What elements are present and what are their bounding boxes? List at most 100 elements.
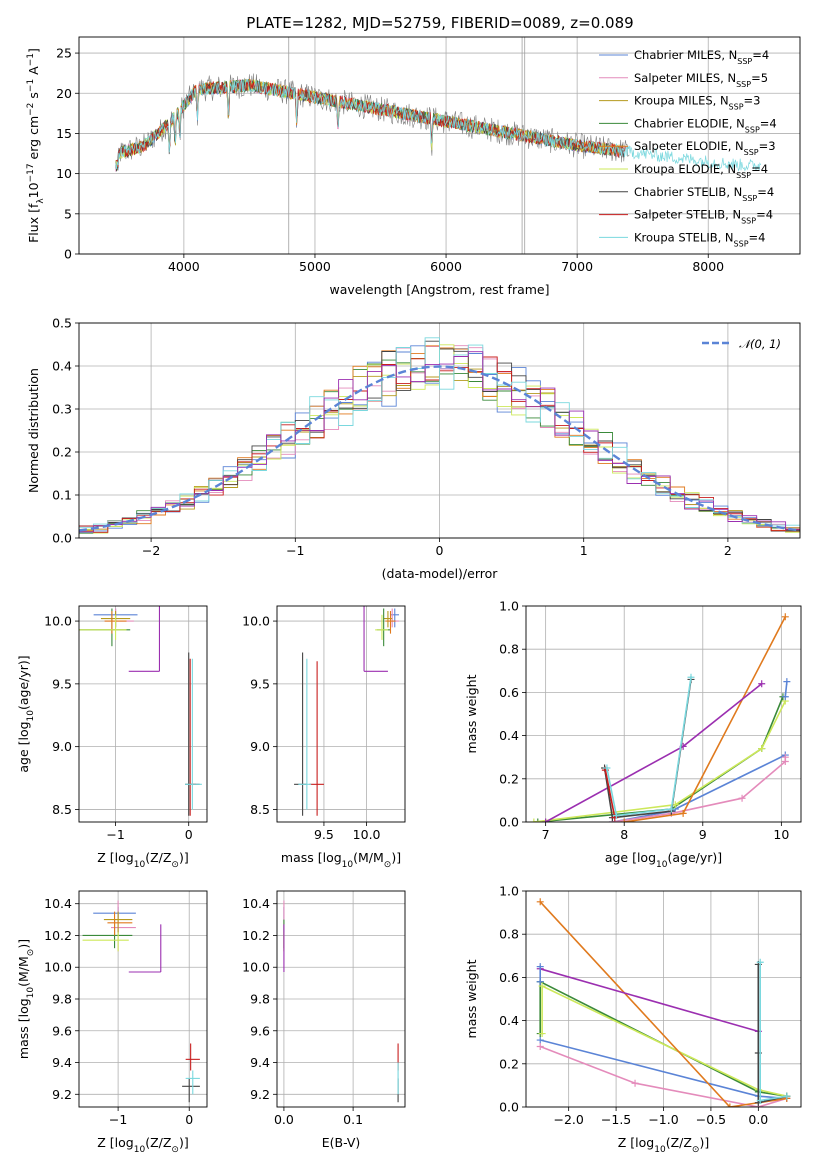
label-part: A [26,66,41,79]
legend-subscript: SSP [745,125,760,134]
legend-subscript: SSP [737,57,752,66]
x-tick-label: −1 [286,543,304,558]
grid [526,605,801,823]
x-axis-label: E(B-V) [322,1135,361,1150]
y-axis-label: mass weight [464,674,479,753]
y-tick-label: 0.8 [499,642,519,657]
legend-count: =4 [749,230,766,244]
label-part: Flux [f [26,203,41,243]
legend-text: Salpeter ELODIE, N [634,139,744,153]
x-tick-label: 9.5 [314,827,334,842]
y-tick-label: 0.2 [52,445,72,460]
legend-text: Chabrier ELODIE, N [634,116,745,130]
marks [536,898,791,1107]
x-tick-label: 0 [436,543,444,558]
legend-subscript: SSP [742,193,757,202]
x-tick-label: 7000 [561,259,593,274]
legend-text: Salpeter STELIB, N [634,208,741,222]
legend-label: 𝒩(0, 1) [739,337,781,351]
weight-line [624,616,787,822]
label-part: ⊙ [692,1145,700,1155]
y-axis-label: mass [log10(M/M⊙)] [16,939,36,1059]
legend-text: Chabrier STELIB, N [634,185,742,199]
legend-subscript: SSP [744,148,759,157]
y-tick-label: 10.2 [242,928,270,943]
y-tick-label: 1.0 [499,884,519,899]
weight-line [541,984,787,1097]
label-part: (Z/Z [666,1135,692,1150]
label-part: (Z/Z [145,850,171,865]
x-tick-label: −2 [142,543,160,558]
marks [530,613,791,822]
grid [277,606,405,822]
y-tick-label: 0.6 [499,970,519,985]
weight-line [606,677,692,817]
axes-frame [276,890,406,1108]
legend-count: =3 [744,94,761,108]
legend-label: Kroupa ELODIE, NSSP=4 [634,162,768,180]
y-tick-label: 10.0 [44,960,72,975]
y-axis-label: age [log10(age/yr)] [16,655,36,772]
label-part: (M/M [16,956,31,987]
label-part: −1 [26,79,36,92]
label-part: (age/yr)] [16,655,31,710]
x-tick-label: −1 [106,827,124,842]
label-part: )] [179,850,189,865]
legend-label: Salpeter ELODIE, NSSP=3 [634,139,776,157]
x-tick-label: −2.0 [553,1112,583,1127]
y-tick-label: 10.0 [44,614,72,629]
weight-point-marker [783,1092,791,1100]
label-part: 10 [656,860,668,870]
x-tick-label: 4000 [168,259,200,274]
label-part: 10 [342,860,354,870]
y-tick-label: 9.6 [250,1023,270,1038]
label-part: −2 [26,103,36,116]
axes-frame [276,605,406,823]
panel-age-vs-mass: 9.5 10.0 8.5 9.0 9.5 10.0 mass [log10(M/M⊙)] [242,605,406,870]
weight-point-marker [538,982,546,990]
weight-point-marker [756,958,764,966]
weight-point-marker [756,1097,764,1105]
weight-point-marker [536,898,544,906]
label-part: mass [log [281,850,342,865]
label-part: ⊙ [26,949,36,957]
weight-point-marker [536,1043,544,1051]
weight-point-marker [687,673,695,681]
y-tick-label: 9.4 [250,1055,270,1070]
weight-line [539,968,759,1033]
y-tick-label: 25 [56,46,72,61]
label-part: age [log [605,850,656,865]
y-tick-label: 8.5 [250,802,270,817]
label-part: )] [179,1135,189,1150]
label-part: )] [391,850,401,865]
y-tick-label: 10.0 [242,960,270,975]
weight-line [759,962,787,1102]
legend-text: Kroupa STELIB, N [634,230,734,244]
panel-mass-vs-Z: −1 09.29.49.69.810.010.210.4Z [log10(Z/Z⊙… [16,890,208,1155]
label-part: erg cm [26,116,41,164]
label-part: −1 [26,53,36,66]
legend-count: =3 [759,139,776,153]
grid [79,891,207,1107]
label-part: 10 [26,182,41,198]
label-part: (Z/Z [145,1135,171,1150]
weight-point-marker [536,978,544,986]
y-tick-label: 15 [56,126,72,141]
legend-label: Salpeter MILES, NSSP=5 [634,71,768,89]
legend-text: Salpeter MILES, N [634,71,736,85]
x-tick-label: 1 [580,543,588,558]
weight-point-marker [781,613,789,621]
label-part: mass [log [16,998,31,1059]
y-tick-label: 0.8 [499,927,519,942]
y-tick-label: 9.8 [52,992,72,1007]
panel-residuals: −2 −1 0 1 2 0.0 0.1 0.2 0.3 0.4 0.5 𝒩(0, 1) (data-mo… [26,316,801,581]
marks [294,606,400,816]
y-tick-label: 5 [64,206,72,221]
x-tick-label: 0 [185,1112,193,1127]
grid [79,606,207,822]
weight-line [539,1045,788,1107]
legend-label: Chabrier MILES, NSSP=4 [634,48,769,66]
label-part: 10 [654,1145,666,1155]
weight-point-marker [542,818,550,822]
